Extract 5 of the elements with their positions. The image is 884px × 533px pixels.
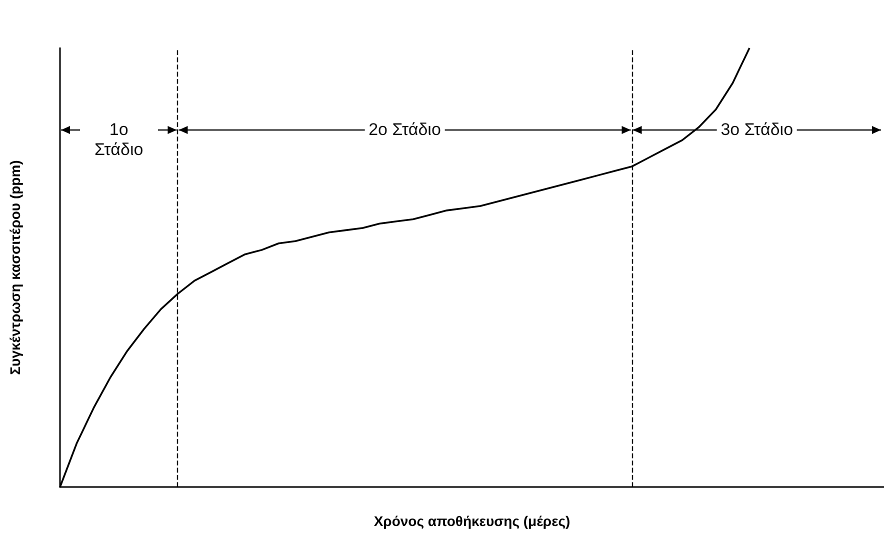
x-axis-title: Χρόνος αποθήκευσης (μέρες) [374, 513, 570, 529]
annotation: 1ο Στάδιο [80, 120, 158, 160]
annotation: 3ο Στάδιο [716, 120, 798, 140]
annotation: 2ο Στάδιο [364, 120, 445, 140]
y-axis-title: Συγκέντρωση κασσιτέρου (ppm) [7, 160, 23, 375]
